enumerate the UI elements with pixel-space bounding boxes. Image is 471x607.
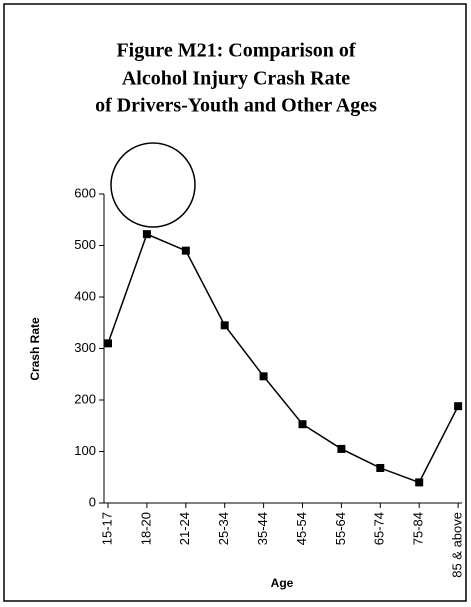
x-tick-label: 55-64 bbox=[333, 512, 348, 545]
data-point bbox=[259, 372, 268, 381]
y-tick-label: 100 bbox=[74, 443, 96, 458]
data-point bbox=[104, 339, 112, 348]
x-tick-label: 85 & above bbox=[450, 512, 465, 578]
y-axis-label: Crash Rate bbox=[28, 317, 42, 381]
x-tick-label: 15-17 bbox=[99, 512, 114, 545]
chart-title: of Drivers-Youth and Other Ages bbox=[95, 95, 377, 117]
y-tick-label: 600 bbox=[74, 185, 96, 200]
chart-title: Alcohol Injury Crash Rate bbox=[122, 68, 350, 90]
data-point bbox=[454, 402, 463, 411]
chart-title: Figure M21: Comparison of bbox=[116, 40, 355, 62]
y-tick-label: 500 bbox=[74, 237, 96, 252]
data-point bbox=[376, 463, 385, 472]
data-point bbox=[298, 420, 307, 429]
x-tick-label: 45-54 bbox=[294, 512, 309, 545]
highlight-circle bbox=[110, 142, 196, 228]
x-tick-label: 21-24 bbox=[177, 512, 192, 545]
y-tick-label: 400 bbox=[74, 288, 96, 303]
x-tick-label: 35-44 bbox=[255, 512, 270, 545]
x-tick-label: 25-34 bbox=[216, 512, 231, 545]
data-point bbox=[220, 321, 229, 330]
frame bbox=[3, 3, 467, 602]
x-tick-label: 65-74 bbox=[372, 512, 387, 545]
y-tick-label: 300 bbox=[74, 340, 96, 355]
x-tick-label: 18-20 bbox=[138, 512, 153, 545]
data-line bbox=[107, 233, 459, 484]
data-point bbox=[142, 230, 151, 239]
y-tick-label: 0 bbox=[89, 494, 96, 509]
data-point bbox=[337, 444, 346, 453]
data-point bbox=[181, 246, 190, 255]
x-tick-label: 75-84 bbox=[411, 512, 426, 545]
x-axis-label: Age bbox=[271, 576, 294, 590]
data-point bbox=[415, 478, 424, 487]
y-tick-label: 200 bbox=[74, 391, 96, 406]
